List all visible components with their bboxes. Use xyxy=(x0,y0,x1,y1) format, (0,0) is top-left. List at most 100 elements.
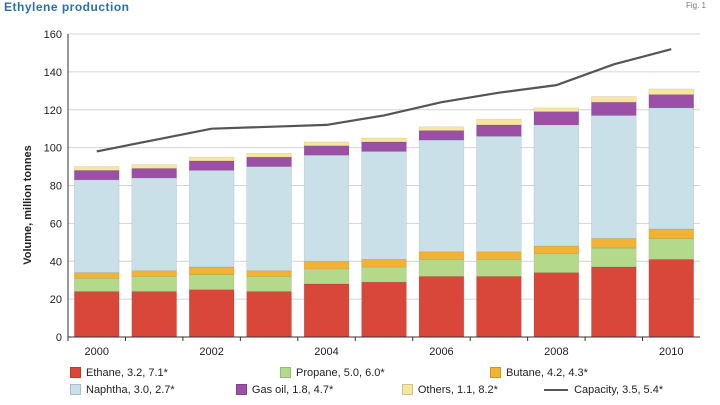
bar-segment-propane xyxy=(476,259,522,277)
bar-segment-propane xyxy=(418,259,465,277)
legend-label: Capacity, 3.5, 5.4* xyxy=(574,383,664,396)
bar-segment-gas-oil xyxy=(591,101,637,116)
bar-segment-gas-oil xyxy=(246,156,292,167)
bar-segment-others xyxy=(246,153,292,158)
bar-segment-propane xyxy=(533,253,580,273)
bar-segment-naphtha xyxy=(533,124,580,247)
bar-segment-butane xyxy=(648,228,694,239)
y-tick-label: 20 xyxy=(50,294,62,306)
bar-segment-ethane xyxy=(303,283,350,338)
bar-segment-gas-oil xyxy=(648,94,694,109)
legend-row-2: Naphtha, 3.0, 2.7* Gas oil, 1.8, 4.7* Ot… xyxy=(70,381,710,398)
legend-others: Others, 1.1, 8.2* xyxy=(401,383,544,396)
bar-segment-butane xyxy=(418,251,465,260)
x-tick-label: 2008 xyxy=(544,346,568,358)
bar-segment-ethane xyxy=(131,291,177,338)
bar-segment-ethane xyxy=(361,281,407,338)
bar-segment-butane xyxy=(188,266,235,275)
bar-segment-gas-oil xyxy=(533,111,580,126)
legend-label: Ethane, 3.2, 7.1* xyxy=(86,366,168,379)
bar-segment-others xyxy=(476,118,522,126)
bar-segment-others xyxy=(591,96,637,103)
bar-segment-others xyxy=(418,126,465,131)
bar-segment-butane xyxy=(246,270,292,277)
y-tick-label: 120 xyxy=(44,105,62,117)
bar-segment-naphtha xyxy=(476,135,522,253)
bar-segment-naphtha xyxy=(648,107,694,230)
bar-segment-naphtha xyxy=(246,166,292,272)
y-tick-label: 160 xyxy=(44,29,62,41)
bar-segment-propane xyxy=(131,276,177,292)
bar-segment-ethane xyxy=(246,291,292,338)
bar-segment-others xyxy=(303,141,350,147)
bar-segment-butane xyxy=(533,245,580,254)
bar-segment-naphtha xyxy=(361,151,407,260)
x-tick-label: 2004 xyxy=(314,346,338,358)
bar-segment-gas-oil xyxy=(418,130,465,141)
butane-swatch xyxy=(490,367,501,378)
propane-swatch xyxy=(280,367,291,378)
capacity-line xyxy=(96,48,672,153)
y-tick-label: 60 xyxy=(50,218,62,230)
bar-segment-propane xyxy=(303,268,350,285)
figure-number: Fig. 1 xyxy=(685,1,706,10)
bar-segment-ethane xyxy=(648,259,694,338)
legend-capacity: Capacity, 3.5, 5.4* xyxy=(544,384,710,396)
capacity-polyline xyxy=(96,48,672,153)
x-tick-label: 2006 xyxy=(429,346,453,358)
bar-segment-others xyxy=(131,164,177,169)
others-swatch xyxy=(401,384,413,395)
chart-title: Ethylene production xyxy=(4,0,130,14)
bar-segment-butane xyxy=(131,270,177,277)
legend-row-1: Ethane, 3.2, 7.1* Propane, 5.0, 6.0* But… xyxy=(70,364,710,381)
bar-segment-butane xyxy=(476,251,522,260)
stacked-bar-chart: 0 20 40 60 80 100 120 140 160 2000 2002 2004 2006 200… xyxy=(22,29,700,358)
legend-label: Naphtha, 3.0, 2.7* xyxy=(86,383,175,396)
bar-segment-naphtha xyxy=(131,177,177,272)
y-tick-label: 80 xyxy=(50,181,62,193)
x-tick-label: 2010 xyxy=(659,346,683,358)
bar-segment-gas-oil xyxy=(74,170,120,181)
legend-propane: Propane, 5.0, 6.0* xyxy=(280,367,490,379)
legend-naphtha: Naphtha, 3.0, 2.7* xyxy=(70,384,236,396)
bar-segment-ethane xyxy=(418,276,465,338)
x-tick-label: 2000 xyxy=(84,346,108,358)
bar-segment-propane xyxy=(648,238,694,260)
x-tick-label: 2002 xyxy=(199,346,223,358)
y-tick-label: 40 xyxy=(50,256,62,268)
y-tick-label: 100 xyxy=(44,143,62,155)
gas-oil-swatch xyxy=(235,384,247,395)
legend-label: Others, 1.1, 8.2* xyxy=(417,383,498,396)
bar-segment-naphtha xyxy=(303,154,350,262)
bar-stacks xyxy=(74,88,694,338)
bar-segment-others xyxy=(74,166,120,171)
bar-segment-others xyxy=(188,156,235,162)
legend: Ethane, 3.2, 7.1* Propane, 5.0, 6.0* But… xyxy=(70,364,710,398)
bar-segment-ethane xyxy=(188,289,235,338)
bar-segment-others xyxy=(648,88,694,95)
bar-segment-gas-oil xyxy=(131,168,177,179)
bar-segment-others xyxy=(361,137,407,143)
legend-label: Butane, 4.2, 4.3* xyxy=(506,366,588,379)
legend-label: Gas oil, 1.8, 4.7* xyxy=(251,383,334,396)
legend-gas-oil: Gas oil, 1.8, 4.7* xyxy=(235,383,402,396)
bar-segment-ethane xyxy=(476,276,522,338)
y-tick-label: 0 xyxy=(56,332,62,344)
bar-segment-butane xyxy=(591,238,637,249)
bar-segment-propane xyxy=(361,266,407,283)
bar-segment-propane xyxy=(246,276,292,292)
bar-segment-gas-oil xyxy=(476,124,522,137)
y-tick-label: 140 xyxy=(44,67,62,79)
y-axis-label: Volume, million tonnes xyxy=(22,145,34,265)
bar-segment-gas-oil xyxy=(303,145,350,156)
ethane-swatch xyxy=(70,367,81,378)
bar-segment-naphtha xyxy=(418,139,465,253)
bar-segment-propane xyxy=(188,274,235,290)
bar-segment-naphtha xyxy=(188,170,235,268)
bar-segment-propane xyxy=(591,247,637,268)
bar-segment-gas-oil xyxy=(361,141,407,152)
bar-segment-ethane xyxy=(74,291,120,338)
bar-segment-butane xyxy=(361,259,407,268)
bar-segment-butane xyxy=(303,260,350,270)
bar-segment-propane xyxy=(74,277,120,292)
